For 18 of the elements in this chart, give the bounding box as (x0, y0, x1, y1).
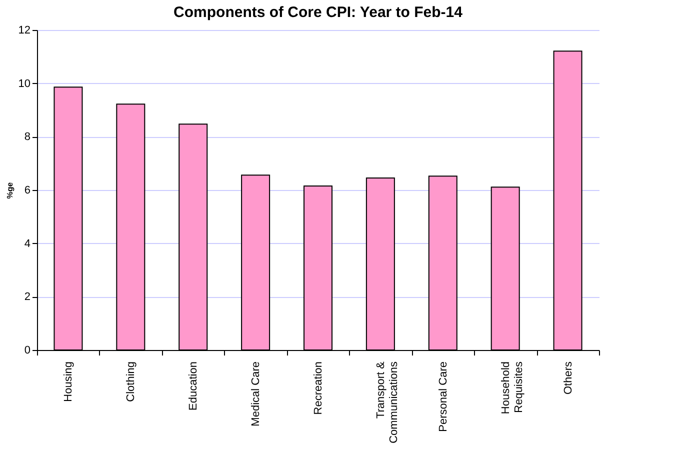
x-tick-label: Medical Care (250, 362, 262, 426)
y-tick-label: 12 (18, 24, 30, 36)
x-tick-label: Recreation (312, 362, 324, 415)
x-tick-label: Clothing (125, 362, 138, 402)
y-tick-label: 8 (24, 131, 30, 144)
x-tick-label: Housing (62, 362, 75, 402)
y-axis-title: %ge (5, 182, 14, 199)
y-tick-label: 4 (24, 238, 30, 250)
y-tick-label: 10 (18, 78, 30, 90)
x-tick-label: Others (562, 361, 574, 395)
y-tick-label: 0 (24, 344, 30, 356)
x-tick-label: Household Requisites (500, 361, 525, 414)
x-tick-label: Personal Care (437, 362, 450, 432)
y-tick-label: 6 (24, 184, 30, 196)
x-tick-label: Education (188, 362, 200, 410)
chart-title: Components of Core CPI: Year to Feb-14 (174, 4, 464, 21)
x-tick-label: Transport & Communications (374, 360, 400, 444)
y-tick-label: 2 (24, 291, 30, 304)
